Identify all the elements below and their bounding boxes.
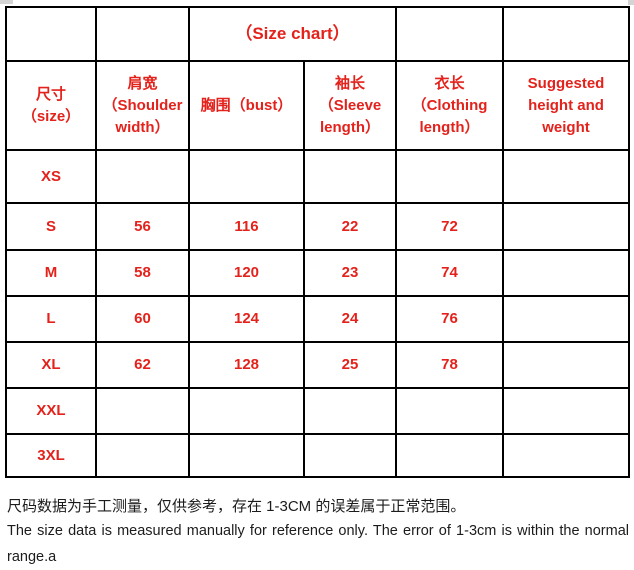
size-label: L [5,295,97,343]
measurement-cell: 78 [395,341,504,389]
screenshot-edge-artifact [0,0,13,4]
header-clothing-length: 衣长 （Clothing length） [395,60,504,151]
measurement-cell [95,433,190,478]
table-row-m: M 58 120 23 74 [5,249,630,297]
empty-cell [5,6,97,62]
measurement-cell [502,433,630,478]
measurement-cell: 25 [303,341,397,389]
measurement-cell: 56 [95,202,190,251]
title-row: （Size chart） [5,6,630,62]
header-sleeve-length: 袖长 （Sleeve length） [303,60,397,151]
header-bust: 胸围（bust） [188,60,305,151]
footer-notes: 尺码数据为手工测量，仅供参考，存在 1-3CM 的误差属于正常范围。 The s… [7,495,629,570]
table-row-xxl: XXL [5,387,630,435]
note-english: The size data is measured manually for r… [7,523,629,565]
measurement-cell [502,341,630,389]
measurement-cell [188,149,305,204]
measurement-cell: 72 [395,202,504,251]
measurement-cell [95,387,190,435]
measurement-cell: 58 [95,249,190,297]
header-suggested-height-weight: Suggested height and weight [502,60,630,151]
measurement-cell: 22 [303,202,397,251]
measurement-cell: 128 [188,341,305,389]
table-row-3xl: 3XL [5,433,630,478]
measurement-cell [303,433,397,478]
measurement-cell [95,149,190,204]
measurement-cell: 62 [95,341,190,389]
size-chart-table: （Size chart） 尺寸 （size） 肩宽 （Shoulder widt… [5,6,630,478]
table-row-l: L 60 124 24 76 [5,295,630,343]
note-chinese: 尺码数据为手工测量，仅供参考，存在 1-3CM 的误差属于正常范围。 [7,498,466,515]
header-row: 尺寸 （size） 肩宽 （Shoulder width） 胸围（bust） 袖… [5,60,630,151]
table-row-xs: XS [5,149,630,204]
empty-cell [95,6,190,62]
measurement-cell: 23 [303,249,397,297]
table-row-xl: XL 62 128 25 78 [5,341,630,389]
header-size: 尺寸 （size） [5,60,97,151]
size-label: 3XL [5,433,97,478]
measurement-cell [502,149,630,204]
chart-title: （Size chart） [188,6,397,62]
header-shoulder-width: 肩宽 （Shoulder width） [95,60,190,151]
empty-cell [502,6,630,62]
measurement-cell: 60 [95,295,190,343]
measurement-cell [395,433,504,478]
measurement-cell [395,149,504,204]
empty-cell [395,6,504,62]
measurement-cell [303,149,397,204]
measurement-cell: 24 [303,295,397,343]
size-label: XS [5,149,97,204]
measurement-cell [502,387,630,435]
measurement-cell: 76 [395,295,504,343]
measurement-cell: 120 [188,249,305,297]
measurement-cell [502,202,630,251]
measurement-cell [188,433,305,478]
measurement-cell [303,387,397,435]
measurement-cell [502,249,630,297]
screenshot-edge-artifact [628,0,634,5]
measurement-cell: 116 [188,202,305,251]
measurement-cell: 124 [188,295,305,343]
size-label: S [5,202,97,251]
table-row-s: S 56 116 22 72 [5,202,630,251]
measurement-cell [188,387,305,435]
measurement-cell: 74 [395,249,504,297]
size-label: M [5,249,97,297]
measurement-cell [502,295,630,343]
measurement-cell [395,387,504,435]
size-label: XL [5,341,97,389]
size-label: XXL [5,387,97,435]
